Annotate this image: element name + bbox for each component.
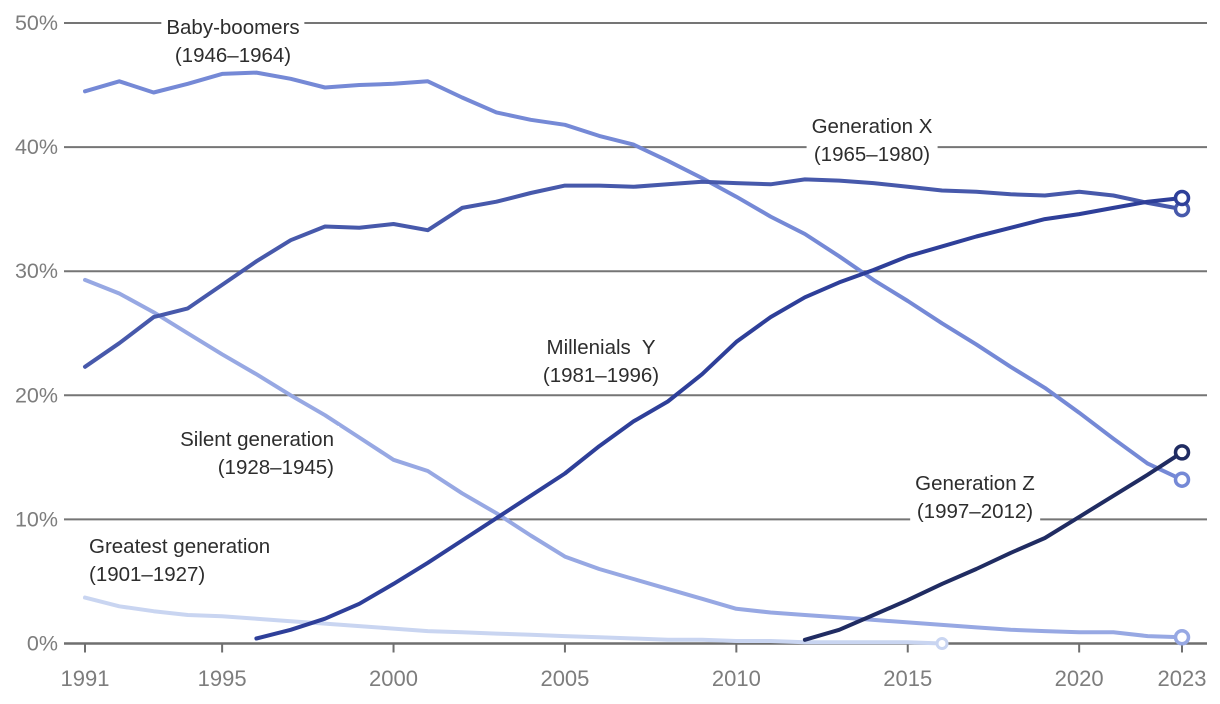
y-axis-tick-label-20: 20%	[15, 383, 58, 407]
endpoint-marker-genz	[1173, 444, 1191, 461]
x-axis-tick-label-2023: 2023	[1158, 666, 1207, 691]
series-line-millennials	[254, 196, 1184, 641]
y-axis-tick-label-10: 10%	[15, 507, 58, 531]
x-axis-tick-label-2015: 2015	[883, 666, 932, 691]
series-line-greatest	[83, 595, 944, 646]
series-line-genx	[83, 177, 1184, 369]
x-axis-tick-label-2020: 2020	[1055, 666, 1104, 691]
series-line-genz	[802, 450, 1184, 642]
endpoint-marker-silent	[1173, 629, 1191, 646]
endpoint-marker-boomers	[1173, 471, 1191, 488]
y-axis-tick-label-0: 0%	[27, 632, 58, 656]
x-axis-tick-label-1991: 1991	[61, 666, 110, 691]
series-line-silent	[83, 277, 1184, 640]
y-axis-tick-label-50: 50%	[15, 11, 58, 35]
x-axis-tick-label-2010: 2010	[712, 666, 761, 691]
endpoint-marker-millennials	[1173, 189, 1191, 207]
y-axis-tick-label-30: 30%	[15, 259, 58, 283]
x-axis-tick-label-1995: 1995	[198, 666, 247, 691]
y-axis-tick-label-40: 40%	[15, 135, 58, 159]
series-line-boomers	[83, 70, 1184, 482]
x-axis-tick-label-2005: 2005	[540, 666, 589, 691]
x-axis-tick-label-2000: 2000	[369, 666, 418, 691]
endpoint-marker-greatest	[935, 637, 949, 650]
